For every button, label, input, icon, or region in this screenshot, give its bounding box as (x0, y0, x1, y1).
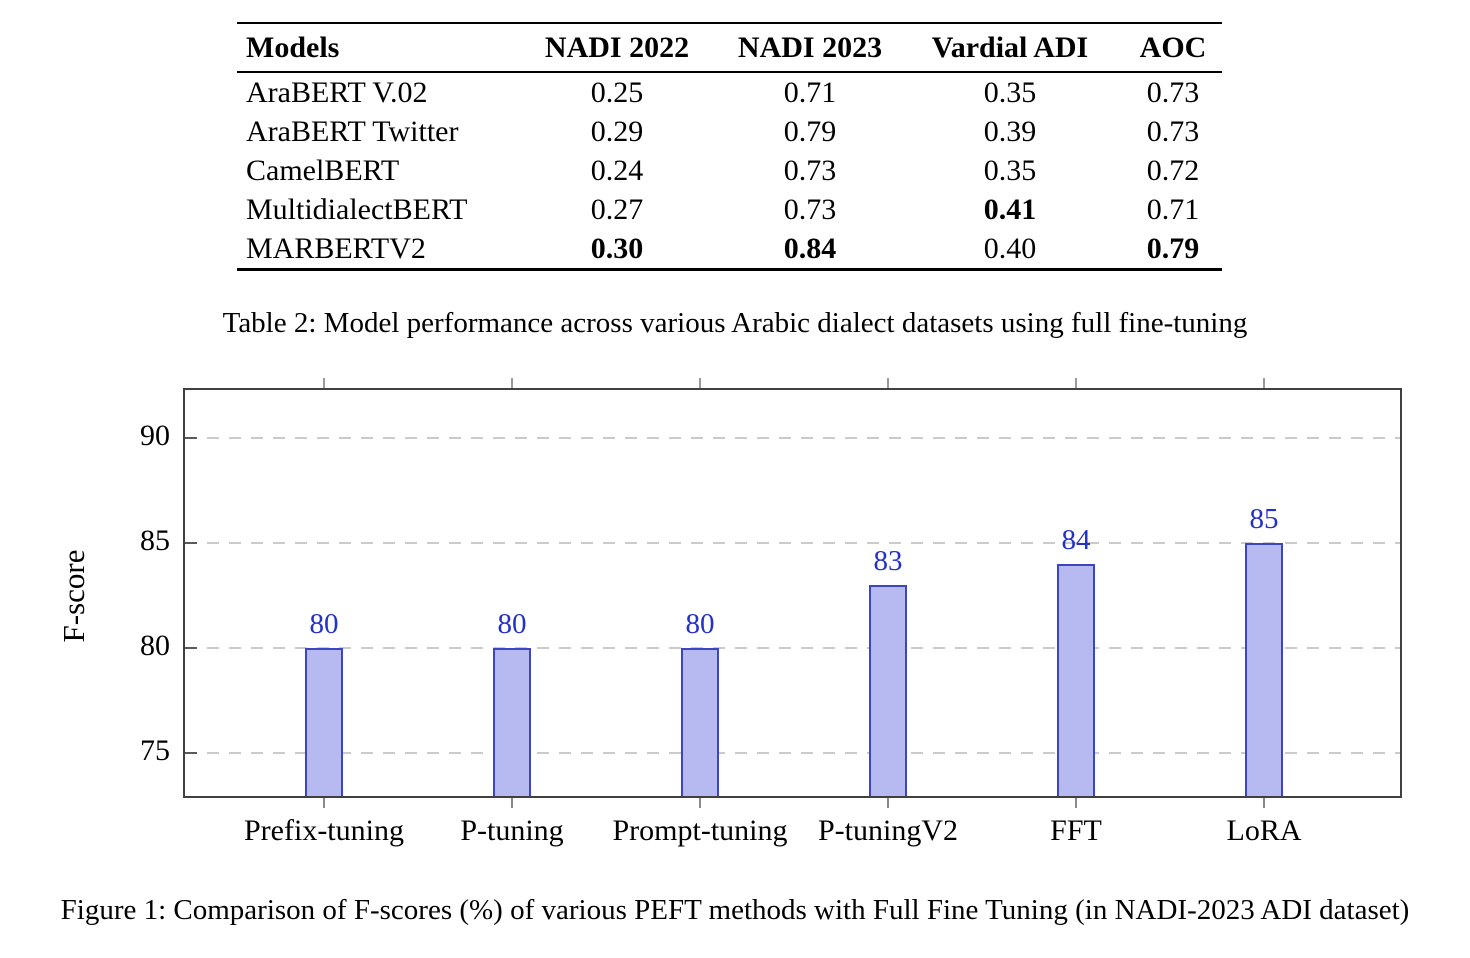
x-category-label-p-tuningv2: P-tuningV2 (817, 814, 958, 847)
x-tick-bottom (511, 798, 513, 808)
results-table: Models NADI 2022 NADI 2023 Vardial ADI A… (237, 22, 1222, 271)
y-tick-label-85: 85 (140, 524, 170, 557)
value-cell: 0.41 (983, 192, 1037, 226)
table-row: MultidialectBERT 0.27 0.73 0.41 0.71 (237, 190, 1222, 229)
value-cell: 0.30 (590, 231, 644, 265)
column-header-models: Models (246, 30, 340, 64)
y-tick-75 (185, 752, 197, 754)
value-cell: 0.40 (983, 231, 1037, 265)
table-header-row: Models NADI 2022 NADI 2023 Vardial ADI A… (237, 23, 1222, 72)
table-row: CamelBERT 0.24 0.73 0.35 0.72 (237, 151, 1222, 190)
value-cell: 0.73 (783, 192, 837, 226)
value-cell: 0.35 (983, 75, 1037, 109)
x-category-label-p-tuning: P-tuning (460, 814, 564, 847)
value-cell: 0.73 (1146, 114, 1200, 148)
value-cell: 0.84 (783, 231, 837, 265)
value-cell: 0.27 (590, 192, 644, 226)
column-header-aoc: AOC (1139, 30, 1207, 64)
y-tick-label-75: 75 (140, 734, 170, 767)
x-tick-top (699, 378, 701, 388)
value-cell: 0.35 (983, 153, 1037, 187)
x-category-label-prompt-tuning: Prompt-tuning (612, 814, 788, 847)
bar-value-label: 80 (497, 608, 527, 640)
model-name-cell: AraBERT Twitter (246, 114, 459, 148)
value-cell: 0.24 (590, 153, 644, 187)
value-cell: 0.79 (783, 114, 837, 148)
x-tick-top (1263, 378, 1265, 388)
x-tick-top (323, 378, 325, 388)
value-cell: 0.79 (1146, 231, 1200, 265)
bar-fft (1057, 564, 1095, 796)
table-caption: Table 2: Model performance across variou… (222, 307, 1248, 339)
value-cell: 0.72 (1146, 153, 1200, 187)
bar-value-label: 85 (1249, 503, 1279, 535)
y-tick-80 (185, 647, 197, 649)
bar-value-label: 80 (309, 608, 339, 640)
bar-value-label: 83 (873, 545, 903, 577)
value-cell: 0.71 (1146, 192, 1200, 226)
column-header-nadi-2022: NADI 2022 (544, 30, 690, 64)
bar-value-label: 84 (1061, 524, 1091, 556)
gridline-85 (185, 542, 1400, 544)
bar-prompt-tuning (681, 648, 719, 796)
model-name-cell: MARBERTV2 (246, 231, 426, 265)
value-cell: 0.73 (1146, 75, 1200, 109)
model-name-cell: MultidialectBERT (246, 192, 468, 226)
bar-lora (1245, 543, 1283, 796)
bar-p-tuningv2 (869, 585, 907, 796)
x-tick-top (887, 378, 889, 388)
x-category-label-prefix-tuning: Prefix-tuning (244, 814, 404, 847)
y-tick-90 (185, 437, 197, 439)
y-tick-label-80: 80 (140, 629, 170, 662)
x-tick-top (1075, 378, 1077, 388)
value-cell: 0.39 (983, 114, 1037, 148)
table-row: AraBERT Twitter 0.29 0.79 0.39 0.73 (237, 112, 1222, 151)
x-tick-bottom (887, 798, 889, 808)
gridline-80 (185, 647, 1400, 649)
x-tick-bottom (1075, 798, 1077, 808)
model-name-cell: AraBERT V.02 (246, 75, 428, 109)
model-name-cell: CamelBERT (246, 153, 400, 187)
x-category-label-lora: LoRA (1226, 814, 1302, 847)
gridline-90 (185, 437, 1400, 439)
value-cell: 0.73 (783, 153, 837, 187)
x-tick-top (511, 378, 513, 388)
x-tick-bottom (1263, 798, 1265, 808)
figure-caption: Figure 1: Comparison of F-scores (%) of … (60, 894, 1410, 926)
gridline-75 (185, 752, 1400, 754)
value-cell: 0.29 (590, 114, 644, 148)
bar-p-tuning (493, 648, 531, 796)
table-row: AraBERT V.02 0.25 0.71 0.35 0.73 (237, 72, 1222, 112)
bar-prefix-tuning (305, 648, 343, 796)
bar-value-label: 80 (685, 608, 715, 640)
y-axis-title: F-score (56, 549, 91, 643)
column-header-vardial-adi: Vardial ADI (931, 30, 1089, 64)
value-cell: 0.71 (783, 75, 837, 109)
table-row: MARBERTV2 0.30 0.84 0.40 0.79 (237, 229, 1222, 270)
x-tick-bottom (323, 798, 325, 808)
plot-area: 80 80 80 83 84 85 (183, 378, 1402, 808)
x-tick-bottom (699, 798, 701, 808)
y-tick-85 (185, 542, 197, 544)
x-category-label-fft: FFT (1050, 814, 1102, 847)
y-tick-label-90: 90 (140, 419, 170, 452)
column-header-nadi-2023: NADI 2023 (737, 30, 883, 64)
value-cell: 0.25 (590, 75, 644, 109)
